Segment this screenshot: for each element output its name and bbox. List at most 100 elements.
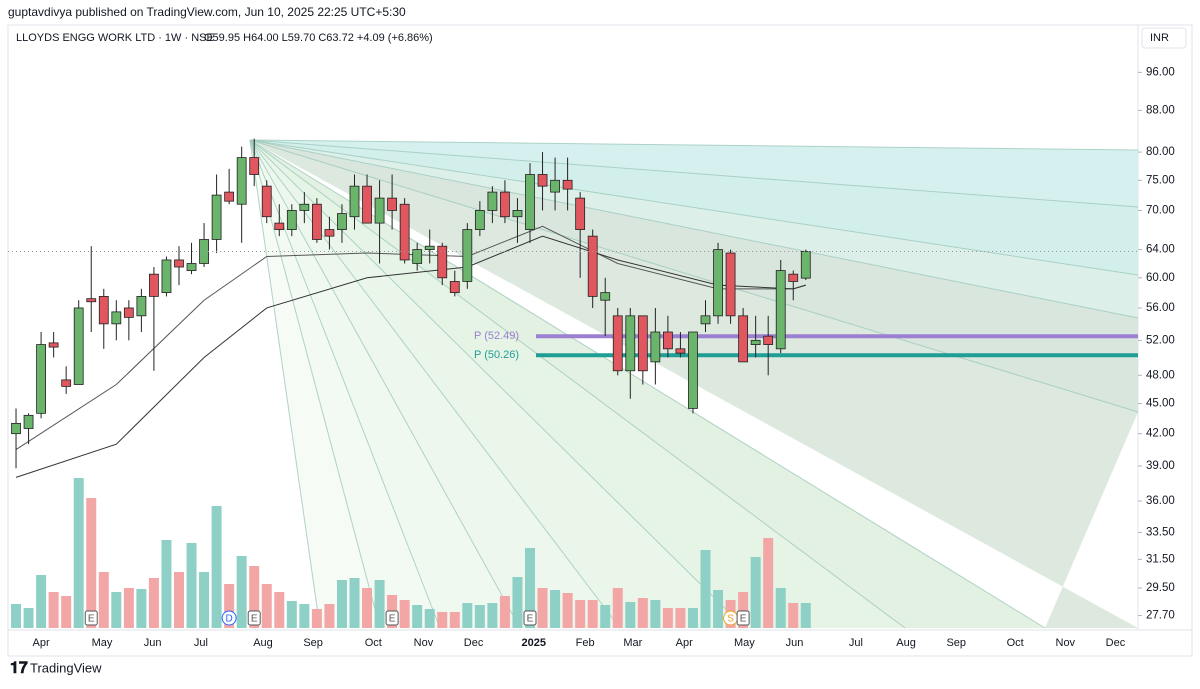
y-tick-label: 56.00 [1146, 302, 1175, 314]
candle-body [374, 197, 385, 224]
volume-bar [499, 596, 510, 628]
candle-body [136, 295, 147, 317]
volume-bar [36, 575, 47, 628]
volume-bar [324, 604, 335, 628]
candle-body [149, 273, 159, 297]
frame [7, 24, 1193, 657]
volume-bar [512, 577, 523, 628]
candle-body [11, 422, 21, 435]
candle-body [650, 331, 661, 363]
y-tick-label: 75.00 [1146, 174, 1175, 186]
x-tick-label: Sep [946, 637, 966, 649]
currency[interactable]: INR [1150, 32, 1169, 44]
volume-bar [437, 612, 448, 628]
candle-body [738, 315, 749, 363]
volume-bar [612, 588, 623, 628]
volume-bar [274, 592, 285, 628]
x-tick-label: 2025 [522, 637, 546, 649]
candle-body [688, 331, 698, 409]
fan-line [249, 139, 441, 629]
volume-bar [738, 592, 749, 628]
volume-bar [462, 603, 473, 628]
candle-body [399, 203, 410, 261]
y-tick-label: 36.00 [1146, 495, 1175, 507]
volume-bar [148, 578, 159, 628]
event-badge [247, 610, 261, 626]
candle-body [462, 229, 473, 282]
volume-bar [713, 590, 724, 628]
event-badge [385, 610, 399, 626]
volume-bar [775, 588, 786, 628]
fan-line [249, 139, 1139, 413]
candle-body [662, 331, 673, 350]
candle-body [449, 281, 460, 294]
volume-bar [311, 609, 322, 628]
candle-body [550, 179, 560, 193]
fan-line [249, 139, 321, 629]
volume-bar [261, 584, 272, 628]
ohlc-text: O59.95 H64.00 L59.70 C63.72 +4.09 (+6.86… [204, 32, 433, 44]
volume-bar [575, 600, 586, 628]
volume-bar [525, 548, 536, 628]
volume-bar [562, 593, 573, 628]
volume-bar [98, 572, 109, 628]
candle-body [161, 259, 172, 294]
candle-body [637, 315, 648, 372]
candle-body [211, 194, 222, 240]
volume-bar [236, 556, 247, 628]
volume-bar [474, 605, 485, 628]
x-tick-label: Apr [676, 637, 693, 649]
volume-bar [650, 600, 661, 628]
volume-bar [123, 588, 134, 628]
y-tick-label: 64.00 [1146, 244, 1175, 256]
volume-bar [700, 550, 711, 628]
event-label: E [527, 614, 534, 625]
candle-body [424, 245, 435, 250]
x-tick-label: Dec [464, 637, 484, 649]
y-tick-label: 70.00 [1146, 204, 1175, 216]
candle-body [337, 213, 347, 230]
candle-body [562, 179, 573, 190]
fan-line [249, 139, 906, 629]
x-tick-label: Apr [33, 637, 50, 649]
x-tick-label: Aug [896, 637, 916, 649]
candle-body [675, 348, 686, 354]
volume-bar [73, 478, 84, 628]
candle-body [487, 191, 498, 211]
volume-bar [86, 498, 97, 628]
volume-bar [675, 608, 686, 628]
y-tick-label: 88.00 [1146, 104, 1175, 116]
volume-bar [173, 572, 184, 628]
volume-bar [800, 603, 811, 628]
candle-body [625, 315, 636, 372]
volume-bar [424, 609, 435, 628]
x-tick-label: Mar [623, 637, 642, 649]
volume-bar [362, 588, 373, 628]
event-badge [523, 610, 537, 626]
volume-bar [299, 604, 310, 628]
volume-bar [211, 506, 222, 628]
currency-box[interactable] [1141, 27, 1187, 49]
candle-body [713, 249, 723, 317]
x-tick-label: Jul [194, 637, 208, 649]
x-tick-label: Nov [414, 637, 434, 649]
candle-body [86, 298, 97, 303]
footer-brand: TradingView [30, 660, 102, 675]
candle-body [800, 251, 811, 279]
volume-bar [186, 543, 197, 628]
candle-body [236, 157, 247, 205]
pivot-label: P (52.49) [474, 330, 519, 342]
plot: 96.00 88.00 80.00 75.00 70.00 64.00 60.00 56.00… [8, 66, 1175, 649]
volume-bar [136, 589, 147, 628]
event-badge [736, 610, 750, 626]
candle-body [474, 210, 485, 230]
candle-body [788, 273, 799, 282]
candle-body [274, 222, 285, 230]
volume-bar [23, 608, 34, 628]
x-tick-label: Oct [1007, 637, 1024, 649]
fan-line [249, 139, 381, 629]
volume-bar [788, 603, 799, 628]
event-label: E [88, 614, 95, 625]
x-tick-label: Jul [849, 637, 863, 649]
volume-bar [587, 600, 598, 628]
